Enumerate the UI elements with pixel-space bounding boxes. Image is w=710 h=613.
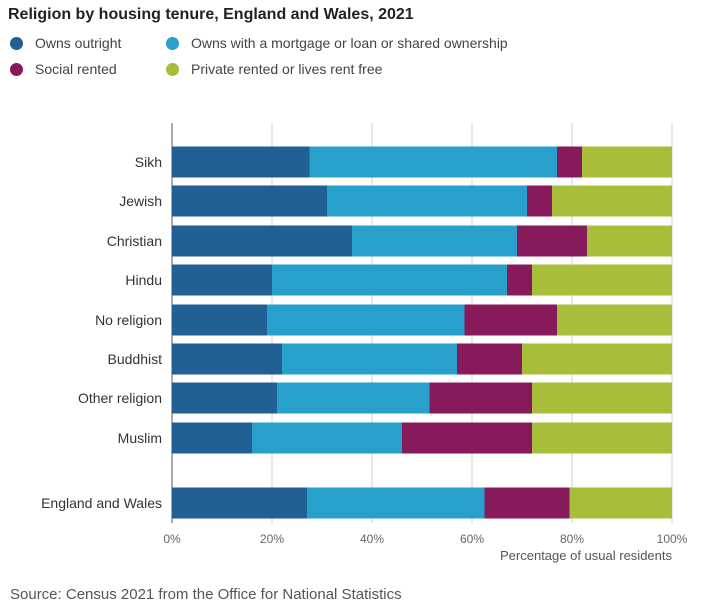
bar-segment [172,185,327,217]
x-tick-label: 0% [163,532,181,546]
chart-title: Religion by housing tenure, England and … [8,6,414,23]
bar-segment [507,264,532,296]
legend-label-mortgage: Owns with a mortgage or loan or shared o… [191,35,508,51]
x-tick-label: 80% [560,532,584,546]
bar-segment [172,382,277,414]
bar-segment [557,146,582,178]
bar-segment [267,304,465,336]
legend-label-social-rented: Social rented [35,61,117,77]
stacked-bar-chart: Sikh Jewish Christian Hindu No religion Buddh… [41,123,688,563]
category-label: Jewish [119,193,162,209]
legend-swatch-social-rented [10,62,23,76]
category-label: Buddhist [108,351,163,367]
bar-segment [464,304,557,336]
bar-segment [582,146,672,178]
bar-segment [172,225,352,257]
bar-segment [484,487,570,519]
bar-segment [552,185,672,217]
bar-segment [282,343,457,375]
category-label: Hindu [125,272,162,288]
bar-segment [527,185,552,217]
bar-segment [522,343,672,375]
category-label: England and Wales [41,495,162,511]
bar-segment [309,146,557,178]
category-label: Sikh [135,154,162,170]
bar-segment [532,264,672,296]
bar-segment [172,422,252,454]
bar-segment [457,343,522,375]
legend-swatch-owns-outright [10,36,23,50]
bar-segment [569,487,672,519]
x-tick-label: 100% [657,532,688,546]
bar-segment [172,487,307,519]
legend-item-social-rented: Social rented [10,61,117,77]
bar-segment [172,304,267,336]
category-label: No religion [95,312,162,328]
x-tick-label: 20% [260,532,284,546]
bar-segment [532,422,672,454]
bar-segment [557,304,672,336]
category-label: Muslim [118,430,162,446]
bar-segment [532,382,672,414]
bar-segment [252,422,402,454]
legend-label-private-rented: Private rented or lives rent free [191,61,383,77]
bar-segment [172,343,282,375]
legend-item-owns-outright: Owns outright [10,35,121,51]
bar-segment [352,225,517,257]
x-axis-label: Percentage of usual residents [500,548,672,563]
bar-segment [172,264,272,296]
source-note: Source: Census 2021 from the Office for … [10,586,402,603]
legend-swatch-mortgage [166,36,179,50]
legend-label-owns-outright: Owns outright [35,35,122,51]
x-tick-label: 60% [460,532,484,546]
legend-item-mortgage: Owns with a mortgage or loan or shared o… [166,35,508,51]
bar-segment [327,185,527,217]
bar-segment [307,487,485,519]
category-label: Other religion [78,390,162,406]
category-label: Christian [107,233,162,249]
x-tick-label: 40% [360,532,384,546]
bar-segment [272,264,507,296]
legend-swatch-private-rented [166,62,179,76]
bar-segment [402,422,532,454]
legend-item-private-rented: Private rented or lives rent free [166,61,382,77]
bar-segment [172,146,310,178]
bar-segment [277,382,430,414]
bar-segment [587,225,672,257]
bar-segment [429,382,532,414]
bar-segment [517,225,587,257]
